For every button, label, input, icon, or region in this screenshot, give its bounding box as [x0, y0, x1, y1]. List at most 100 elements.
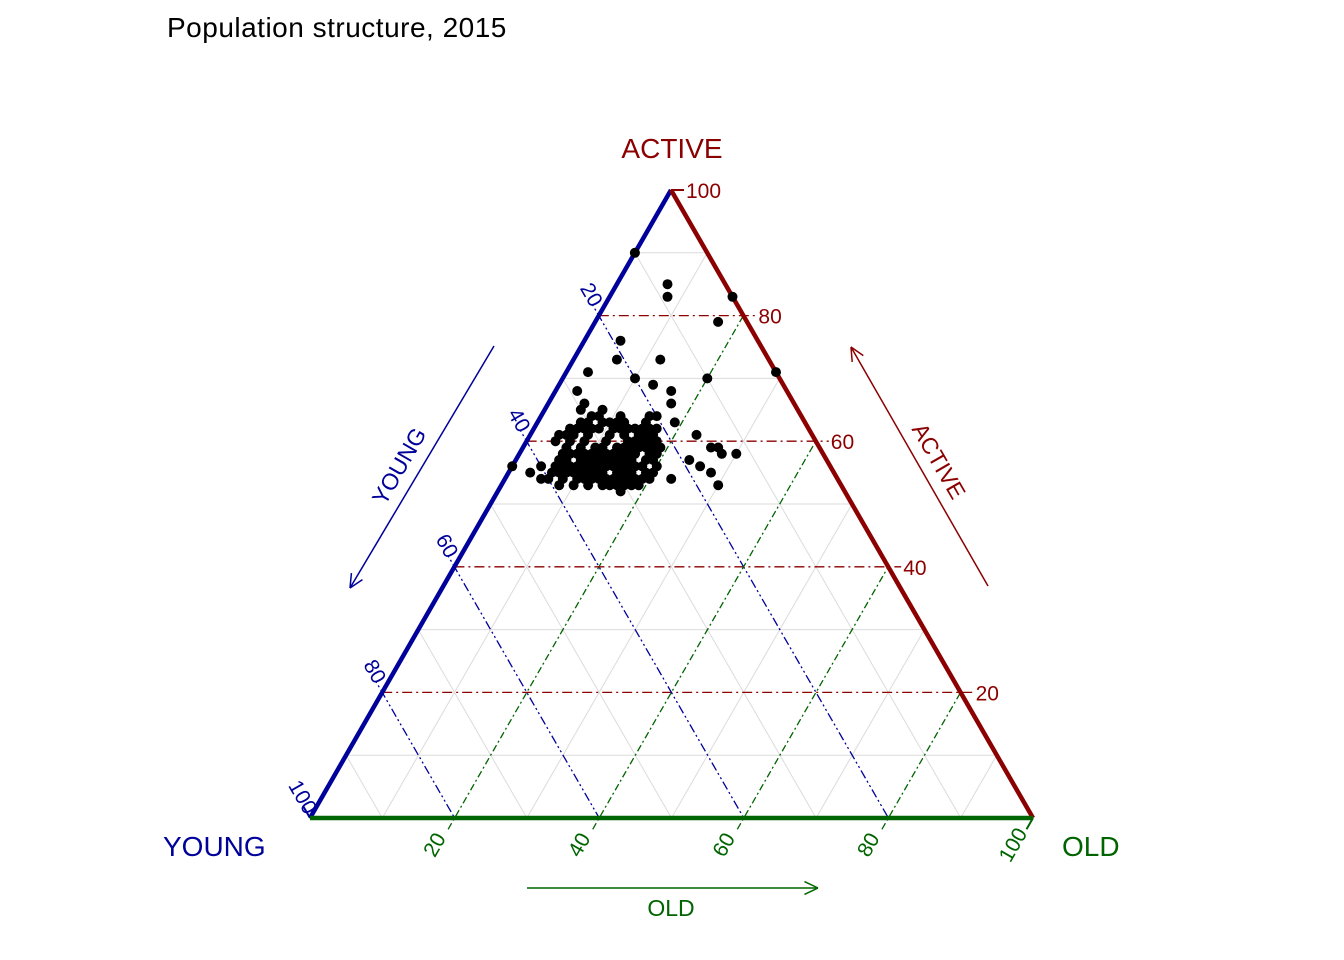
- data-point: [615, 423, 626, 434]
- data-point: [565, 423, 575, 434]
- data-point: [648, 379, 659, 390]
- data-point: [554, 429, 565, 440]
- arrow-label-young: YOUNG: [367, 423, 432, 509]
- grid-minor-line-old: [381, 252, 708, 819]
- grid-major-line-old: [736, 566, 889, 830]
- data-point: [662, 279, 673, 290]
- data-point: [554, 480, 565, 491]
- active-axis-arrow-line: [850, 346, 989, 587]
- grid-minor-line-young: [634, 252, 962, 819]
- tick-label-old-60: 60: [708, 829, 740, 861]
- data-point: [651, 461, 662, 472]
- tick-label-old-80: 80: [853, 829, 885, 861]
- grid-minor-line-young: [490, 503, 672, 819]
- tick-label-old-40: 40: [564, 829, 596, 861]
- data-point: [575, 404, 586, 415]
- data-point: [644, 448, 655, 459]
- data-point: [666, 398, 677, 409]
- grid-minor-line-old: [671, 503, 853, 819]
- grid-major-line-old: [881, 692, 962, 830]
- data-point: [655, 354, 666, 365]
- data-point: [630, 473, 641, 484]
- data-point: [626, 442, 637, 453]
- grid-minor-line-young: [417, 629, 528, 819]
- data-point: [507, 461, 518, 472]
- data-point: [662, 291, 673, 302]
- data-point: [651, 411, 662, 422]
- data-point: [593, 423, 604, 434]
- data-point: [713, 442, 724, 453]
- arrow-label-old: OLD: [647, 895, 694, 921]
- tick-label-active-60: 60: [831, 431, 854, 454]
- grid-major-line-young: [447, 555, 600, 819]
- grid-minor-line-old: [960, 754, 998, 819]
- data-point: [619, 480, 630, 491]
- data-point: [572, 473, 583, 484]
- data-point: [630, 373, 640, 384]
- corner-label-young: YOUNG: [163, 831, 266, 862]
- data-point: [706, 467, 716, 478]
- data-point: [640, 467, 651, 478]
- young-axis-arrow-head: [349, 572, 353, 589]
- grid-major-line-old: [592, 440, 817, 830]
- data-point: [666, 386, 677, 396]
- data-point: [579, 423, 590, 434]
- grid-minor-line-young: [345, 754, 383, 819]
- tick-label-old-20: 20: [419, 829, 451, 861]
- corner-label-old: OLD: [1062, 831, 1120, 862]
- data-point: [629, 247, 640, 258]
- data-point: [565, 461, 575, 472]
- data-point: [583, 367, 593, 378]
- data-point: [612, 480, 622, 491]
- young-axis-arrow-line: [349, 345, 495, 589]
- data-point: [706, 442, 716, 453]
- data-point: [731, 448, 742, 459]
- data-point: [615, 448, 626, 459]
- tick-label-old-100: 100: [995, 824, 1032, 866]
- old-axis-arrow-head: [804, 880, 819, 889]
- axis-edge-left: [308, 188, 673, 820]
- data-point: [543, 473, 554, 484]
- active-axis-arrow-head: [850, 346, 853, 363]
- data-point: [630, 461, 641, 472]
- data-point: [597, 455, 608, 465]
- data-point: [666, 473, 677, 484]
- data-point: [536, 461, 547, 472]
- data-point: [604, 417, 615, 428]
- data-point: [579, 448, 590, 459]
- data-point: [572, 386, 583, 396]
- data-point: [554, 467, 565, 478]
- data-point: [536, 473, 547, 484]
- data-point: [615, 335, 626, 346]
- data-point: [586, 448, 597, 459]
- data-point: [651, 436, 662, 447]
- grid-major-line-old: [447, 315, 744, 830]
- tick-label-active-80: 80: [758, 306, 781, 329]
- young-axis-arrow-head: [349, 579, 363, 589]
- data-point: [593, 411, 604, 422]
- data-point: [727, 291, 738, 302]
- active-axis-arrow-head: [850, 346, 864, 357]
- data-point: [583, 480, 594, 491]
- corner-label-active: ACTIVE: [621, 133, 722, 164]
- data-point: [669, 417, 680, 428]
- data-point: [702, 373, 713, 384]
- data-point: [771, 367, 781, 378]
- chart-title: Population structure, 2015: [167, 12, 507, 43]
- data-point: [684, 455, 695, 465]
- data-point: [691, 429, 702, 440]
- grid-major-line-young: [375, 680, 456, 819]
- tick-label-active-40: 40: [903, 557, 926, 580]
- data-point: [640, 417, 651, 428]
- tick-label-active-100: 100: [686, 180, 721, 203]
- grid-major-line-young: [591, 304, 889, 819]
- grid-minor-line-old: [815, 629, 925, 819]
- old-axis-arrow-head: [804, 887, 819, 896]
- data-point: [611, 354, 622, 365]
- data-point: [525, 467, 536, 478]
- data-point: [608, 448, 619, 459]
- tick-label-active-20: 20: [976, 682, 999, 705]
- data-point: [713, 316, 724, 327]
